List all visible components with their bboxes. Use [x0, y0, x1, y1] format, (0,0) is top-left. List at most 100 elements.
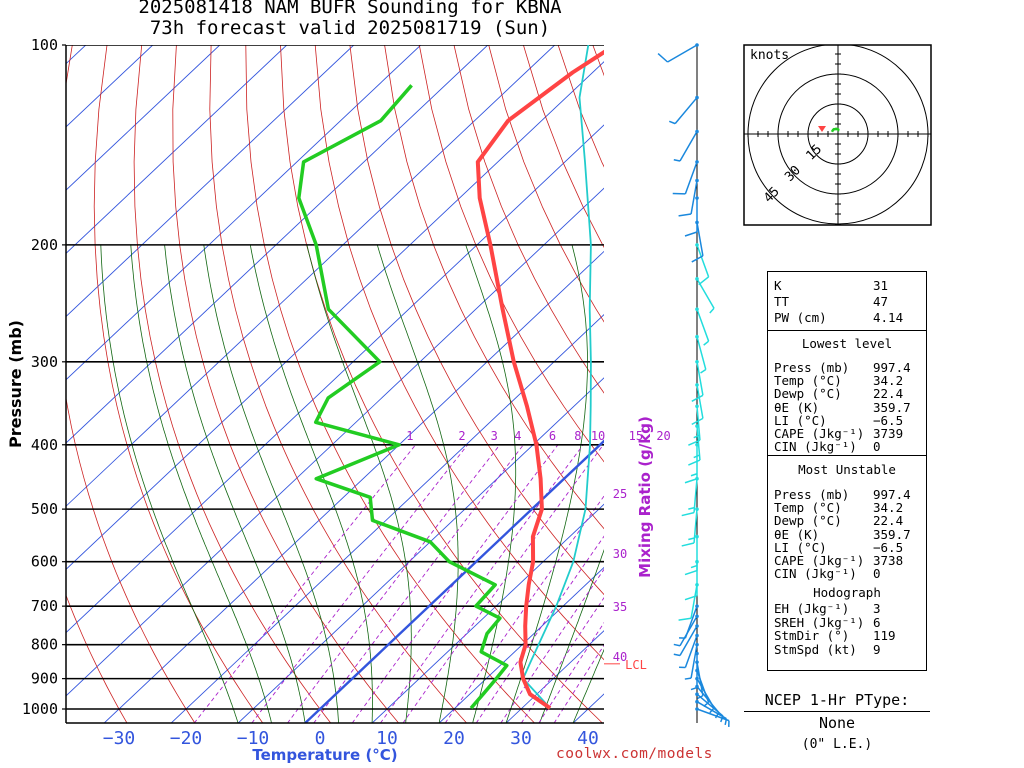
wind-barb-base: [695, 604, 699, 608]
stat-label: Press (mb): [774, 487, 850, 502]
wind-barb: [678, 178, 699, 217]
stat-label: Dewp (°C): [774, 386, 842, 402]
wind-barb-shaft: [696, 244, 710, 278]
pressure-tick-label: 500: [31, 500, 58, 518]
wind-barb-base: [695, 277, 699, 281]
wind-barb-base: [695, 383, 699, 387]
stat-label: θE (K): [774, 526, 820, 542]
pressure-tick-label: 300: [31, 353, 58, 371]
wind-barb-half-flag: [696, 694, 704, 700]
dry-adiabat-line: [940, 45, 1024, 723]
wind-barb-half-flag: [693, 454, 700, 459]
isotherm-line: [66, 45, 221, 191]
wind-barb-shaft: [690, 644, 698, 679]
mixing-ratio-tick-label: 20: [656, 429, 670, 443]
pressure-tick-label: 700: [31, 597, 58, 615]
isotherm-line: [66, 187, 604, 697]
chart-title: 2025081418 NAM BUFR Sounding for KBNA: [138, 0, 562, 18]
wind-barb: [695, 707, 730, 727]
wind-barb-shaft: [684, 161, 698, 195]
wind-barb-flag: [684, 569, 698, 576]
mixing-ratio-line: [193, 444, 416, 723]
wind-barb-half-flag: [714, 712, 720, 719]
hodograph-plot: [744, 45, 931, 225]
wind-barb-base: [695, 699, 699, 704]
temperature-tick-label: 30: [510, 728, 532, 749]
wind-barb-flag: [657, 53, 669, 63]
stat-value: 119: [873, 628, 896, 643]
wind-barb-shaft: [667, 44, 698, 63]
wind-barb-base: [695, 707, 699, 711]
isotherm-line: [438, 566, 604, 723]
isotherm-line: [66, 124, 604, 634]
wind-barb: [684, 642, 699, 680]
stat-value: 0: [873, 566, 881, 582]
wind-barb: [668, 95, 699, 125]
moist-adiabat-line: [505, 244, 588, 723]
stat-label: StmDir (°): [774, 628, 850, 643]
stats-divider: [768, 330, 926, 331]
stat-label: Press (mb): [774, 360, 850, 375]
stat-value: 3739: [873, 426, 904, 441]
mixing-ratio-line: [313, 444, 524, 723]
wind-barb-base: [695, 334, 699, 339]
dry-adiabat-line: [349, 45, 604, 596]
dry-adiabat-line: [384, 45, 604, 530]
wind-barb-half-flag: [688, 506, 695, 510]
wind-barb-shaft: [696, 384, 704, 419]
wind-barb: [684, 196, 699, 237]
moist-adiabat-line: [572, 648, 604, 723]
mixing-ratio-line: [351, 444, 559, 723]
wind-barb-base: [695, 692, 699, 697]
stat-label: θE (K): [774, 399, 820, 415]
moist-adiabat-line: [465, 244, 517, 723]
moist-adiabat-line: [203, 244, 339, 723]
wind-barb: [679, 604, 699, 639]
wind-barb: [684, 534, 699, 576]
wind-barb-flag: [684, 478, 698, 484]
moist-adiabat-line: [164, 244, 306, 723]
moist-adiabat-line: [130, 244, 272, 723]
wind-barb-shaft: [696, 662, 704, 696]
pressure-tick-label: 1000: [22, 700, 58, 718]
mixing-ratio-line: [475, 535, 604, 723]
wind-barb-flag: [691, 394, 704, 402]
stat-label: SREH (Jkg⁻¹): [774, 614, 865, 630]
hodograph-units-label: knots: [750, 48, 789, 63]
stat-label: StmSpd (kt): [774, 641, 857, 657]
stat-label: CAPE (Jkg⁻¹): [774, 426, 865, 441]
wind-barb: [673, 129, 699, 162]
wind-barb-flag: [691, 417, 704, 426]
stat-label: LI (°C): [774, 539, 827, 555]
wind-barb-half-flag: [693, 434, 700, 439]
wind-barb-shaft: [684, 635, 698, 668]
pressure-tick-label: 200: [31, 236, 58, 254]
isotherm-line: [66, 61, 604, 571]
temperature-line: [475, 49, 604, 710]
stat-value: 34.2: [873, 373, 904, 389]
mixing-ratio-line: [287, 444, 501, 723]
credit-link[interactable]: coolwx.com/models: [556, 746, 713, 762]
mixing-ratio-line: [500, 568, 604, 723]
pressure-tick-label: 100: [31, 36, 58, 54]
stat-label: CIN (Jkg⁻¹): [774, 439, 857, 455]
stat-label: CAPE (Jkg⁻¹): [774, 553, 865, 568]
dry-adiabat-line: [66, 45, 196, 723]
wind-barb: [695, 334, 707, 374]
lowest-level-header: Lowest level: [801, 336, 893, 351]
stat-value: 22.4: [873, 386, 904, 402]
dry-adiabat-line: [453, 45, 604, 394]
wind-barb-base: [695, 307, 699, 312]
stat-label: EH (Jkg⁻¹): [774, 601, 850, 616]
wind-barb-base: [695, 507, 699, 511]
wind-barb-flag: [688, 439, 701, 446]
isotherm-line: [66, 45, 422, 381]
isotherm-line: [371, 503, 604, 723]
stat-value: 9: [873, 641, 881, 657]
wind-barb-half-flag: [724, 718, 728, 726]
wind-barb-flag: [684, 594, 698, 601]
wind-barb: [688, 404, 701, 446]
dry-adiabat-line: [133, 45, 332, 723]
mixing-ratio-tick-label: 8: [574, 429, 581, 443]
